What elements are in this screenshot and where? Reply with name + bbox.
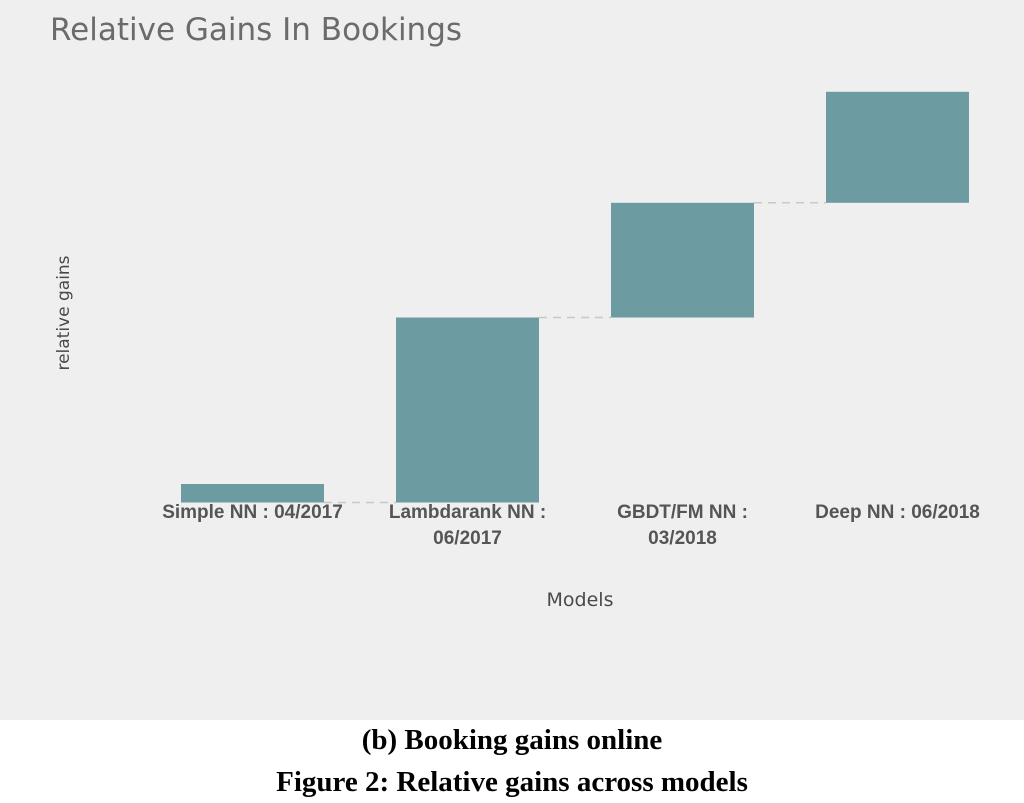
x-tick-label: GBDT/FM NN :03/2018 bbox=[617, 502, 748, 549]
bar-3 bbox=[611, 202, 754, 318]
x-tick-label: Simple NN : 04/2017 bbox=[162, 502, 343, 523]
figure-caption: Figure 2: Relative gains across models bbox=[276, 766, 748, 798]
bar-1 bbox=[181, 484, 324, 503]
x-axis-label: Models bbox=[546, 589, 614, 611]
chart-panel: Relative Gains In Bookings relative gain… bbox=[0, 0, 1024, 720]
plot-area bbox=[181, 91, 969, 504]
chart-title: Relative Gains In Bookings bbox=[50, 12, 463, 48]
x-tick-label: Lambdarank NN :06/2017 bbox=[388, 502, 547, 549]
bar-4 bbox=[826, 91, 969, 203]
x-tick-label: Deep NN : 06/2018 bbox=[815, 502, 980, 523]
bar-2 bbox=[396, 317, 539, 503]
subfigure-caption: (b) Booking gains online bbox=[361, 724, 663, 756]
